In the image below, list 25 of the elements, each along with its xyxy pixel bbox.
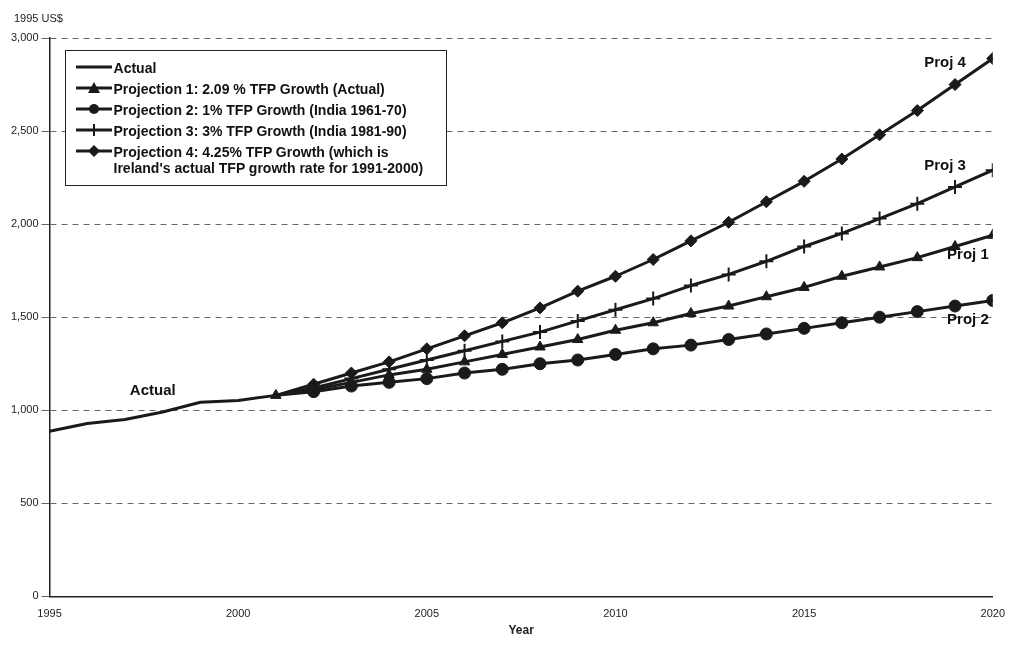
legend-label: Projection 4: 4.25% TFP Growth (which is Ireland's actual TFP growth rate for 1991-2000): [113, 144, 425, 176]
legend-label: Projection 2: 1% TFP Growth (India 1961-70): [113, 102, 407, 118]
y-tick-label: 2,500: [11, 124, 39, 137]
x-tick-label: 2005: [414, 607, 440, 620]
y-axis-title: 1995 US$: [14, 12, 63, 24]
legend-label: Projection 3: 3% TFP Growth (India 1981-90): [113, 123, 407, 139]
annotation: Proj 2: [947, 310, 989, 328]
y-tick-label: 0: [32, 589, 39, 602]
x-tick-label: 1995: [37, 607, 62, 620]
annotation: Proj 4: [924, 53, 967, 71]
x-tick-label: 2020: [980, 607, 1006, 620]
annotation: Actual: [129, 380, 176, 398]
legend-label: Projection 1: 2.09 % TFP Growth (Actual): [113, 81, 385, 97]
y-tick-label: 1,000: [11, 403, 39, 416]
x-tick-label: 2010: [603, 607, 628, 620]
y-tick-label: 2,000: [11, 217, 39, 230]
y-tick-label: 3,000: [11, 31, 39, 44]
y-tick-label: 1,500: [11, 310, 39, 323]
legend-label: Actual: [113, 60, 157, 76]
y-tick-label: 500: [20, 496, 39, 509]
x-tick-label: 2000: [225, 607, 251, 620]
annotation: Proj 1: [947, 244, 989, 262]
x-axis-title: Year: [508, 623, 535, 638]
x-tick-label: 2015: [791, 607, 817, 620]
annotation: Proj 3: [924, 155, 966, 173]
